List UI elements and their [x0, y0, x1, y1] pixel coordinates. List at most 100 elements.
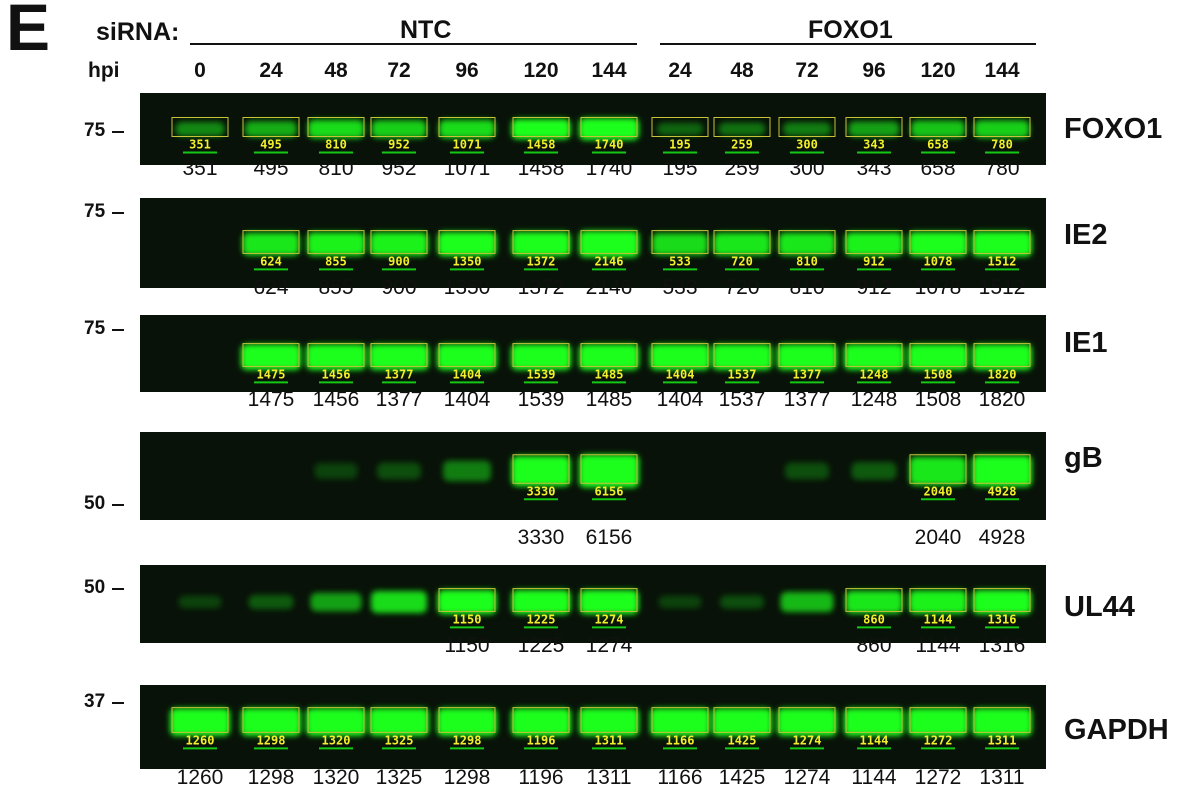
mw-marker-tick — [112, 329, 124, 331]
quant-value: 1508 — [914, 388, 962, 411]
blot-ul44: 1150 1225 1274 860 1144 1316 — [140, 565, 1046, 643]
roi-label: 1325 — [385, 733, 414, 747]
roi-label: 952 — [388, 138, 410, 152]
roi-box — [845, 230, 903, 254]
roi-label: 195 — [669, 138, 691, 152]
hpi-value: 72 — [795, 59, 819, 82]
roi-box — [580, 707, 638, 733]
band — [306, 708, 366, 736]
roi-label: 912 — [863, 254, 885, 268]
roi-label: 300 — [796, 138, 818, 152]
band — [241, 708, 301, 736]
band — [439, 119, 495, 139]
quant-value: 1820 — [978, 388, 1026, 411]
ntc-group-rule — [190, 43, 637, 45]
roi-box — [713, 343, 771, 367]
band — [851, 462, 897, 480]
roi-label: 1740 — [595, 138, 624, 152]
band — [314, 463, 358, 479]
blot-image: 3330 6156 2040 4928 — [140, 432, 1046, 520]
quant-value: 300 — [789, 157, 825, 180]
quant-value: 1425 — [718, 766, 766, 789]
band — [579, 708, 639, 736]
roi-box — [973, 588, 1031, 612]
roi-label: 343 — [863, 138, 885, 152]
roi-label: 1404 — [453, 367, 482, 381]
mw-marker-tick — [112, 588, 124, 590]
roi-label: 720 — [731, 254, 753, 268]
quant-value: 900 — [381, 276, 417, 299]
band — [972, 231, 1032, 257]
band — [437, 589, 497, 615]
roi-box — [651, 707, 709, 733]
blot-gapdh: 1260 1298 1320 1325 1298 1196 1311 1166 1425 1274… — [140, 685, 1046, 769]
roi-box — [713, 230, 771, 254]
roi-box — [242, 707, 300, 733]
roi-box — [973, 230, 1031, 254]
quant-value: 1144 — [851, 766, 897, 789]
roi-label: 810 — [796, 254, 818, 268]
roi-box — [512, 343, 570, 367]
roi-box — [307, 343, 365, 367]
blot-foxo1: 351 495 810 952 1071 1458 1740 195 259 300 343 658 7… — [140, 93, 1046, 165]
quant-value: 810 — [318, 157, 354, 180]
quant-value: 1166 — [657, 766, 703, 789]
roi-box — [778, 230, 836, 254]
roi-box — [909, 454, 967, 484]
band — [241, 344, 301, 370]
mw-marker-label: 75 — [84, 201, 106, 222]
band-name-ie2: IE2 — [1064, 219, 1108, 251]
quant-value: 810 — [789, 276, 825, 299]
quant-value: 1078 — [914, 276, 962, 299]
roi-label: 1537 — [728, 367, 757, 381]
roi-label: 1458 — [527, 138, 556, 152]
quant-value: 1456 — [312, 388, 360, 411]
quant-value: 1539 — [517, 388, 565, 411]
roi-box — [580, 343, 638, 367]
roi-label: 1456 — [322, 367, 351, 381]
foxo1-group-rule — [660, 43, 1036, 45]
band — [848, 121, 900, 137]
roi-label: 1196 — [527, 733, 556, 747]
roi-label: 1248 — [860, 367, 889, 381]
quant-value: 658 — [920, 157, 956, 180]
quant-value: 1311 — [586, 766, 632, 789]
roi-box — [845, 588, 903, 612]
band — [844, 708, 904, 736]
band — [972, 589, 1032, 615]
quant-value: 780 — [984, 157, 1020, 180]
band — [443, 460, 491, 482]
quant-value: 1512 — [978, 276, 1026, 299]
roi-box — [713, 117, 771, 137]
hpi-label: hpi — [88, 59, 120, 82]
roi-box — [973, 707, 1031, 733]
quant-value: 1325 — [375, 766, 423, 789]
roi-box — [370, 343, 428, 367]
band — [657, 122, 703, 136]
band — [777, 344, 837, 370]
band — [511, 118, 571, 140]
quant-value: 1316 — [978, 634, 1026, 657]
band — [371, 120, 427, 138]
roi-box — [973, 454, 1031, 484]
band — [579, 589, 639, 615]
roi-box — [370, 117, 428, 137]
quant-value: 259 — [724, 157, 760, 180]
group-label-ntc: NTC — [400, 16, 452, 44]
quant-value: 1311 — [979, 766, 1025, 789]
band — [845, 232, 903, 256]
roi-label: 1372 — [527, 254, 556, 268]
hpi-value: 24 — [668, 59, 692, 82]
hpi-value: 24 — [259, 59, 283, 82]
roi-box — [438, 117, 496, 137]
quant-value: 4928 — [978, 526, 1026, 549]
quant-value: 343 — [856, 157, 892, 180]
quant-value: 351 — [182, 157, 218, 180]
roi-label: 1475 — [257, 367, 286, 381]
band — [780, 592, 834, 612]
quant-value: 860 — [856, 634, 892, 657]
roi-label: 4928 — [988, 484, 1017, 498]
band — [785, 462, 829, 480]
band — [245, 121, 297, 137]
band — [369, 344, 429, 370]
